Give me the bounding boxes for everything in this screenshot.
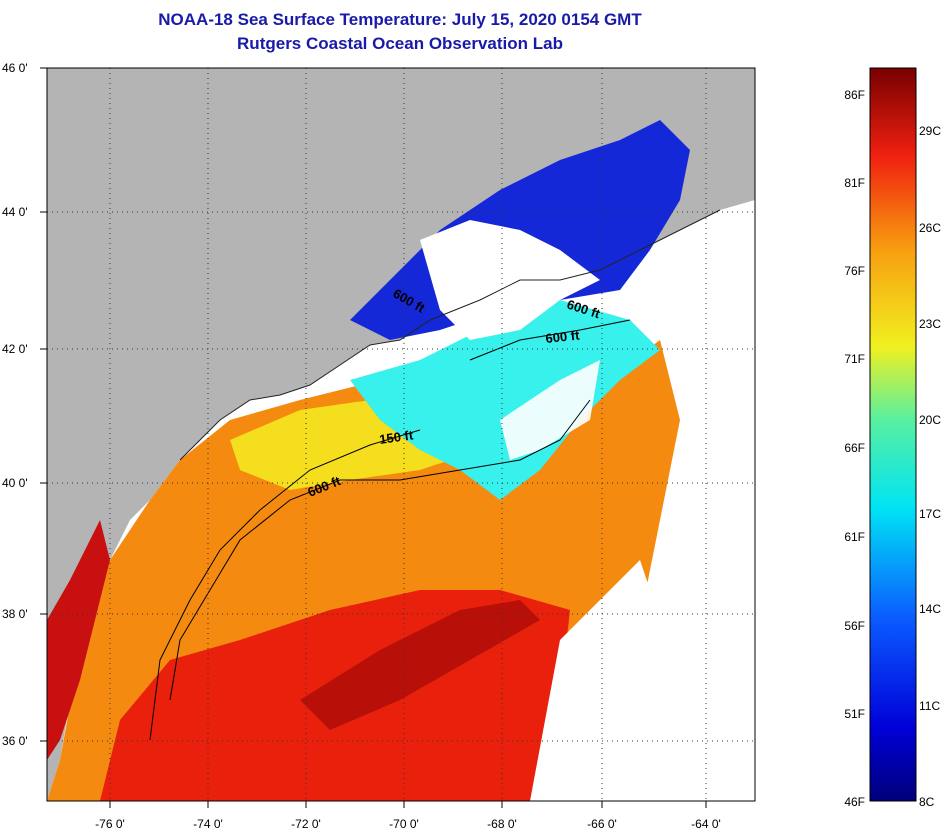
- colorbar-f-61: 61F: [844, 530, 865, 544]
- colorbar-c-14: 14C: [919, 602, 941, 616]
- colorbar-c-17: 17C: [919, 507, 941, 521]
- cloud-region-shelf: [500, 360, 600, 460]
- lat-label-40: 40 0': [2, 476, 28, 490]
- colorbar-c-23: 23C: [919, 317, 941, 331]
- ocean-cyan: [350, 300, 660, 500]
- map-frame: [46, 67, 756, 802]
- lon-label-70: -70 0': [389, 817, 419, 831]
- lon-label-72: -72 0': [291, 817, 321, 831]
- colorbar-c-11: 11C: [919, 699, 940, 713]
- ocean-deepred: [300, 600, 540, 730]
- colorbar-f-86: 86F: [844, 88, 865, 102]
- map-subtitle: Rutgers Coastal Ocean Observation Lab: [237, 34, 563, 53]
- map-title: NOAA-18 Sea Surface Temperature: July 15…: [158, 10, 642, 29]
- contour-label-600ft-c: 600 ft: [545, 327, 581, 346]
- ocean-yellow: [230, 400, 480, 490]
- colorbar-c-8: 8C: [919, 795, 935, 809]
- coastline: [179, 209, 721, 461]
- colorbar-c-20: 20C: [919, 413, 941, 427]
- colorbar: [869, 67, 917, 802]
- tick-marks: [40, 67, 707, 808]
- contour-600ft-shelf: [169, 399, 591, 701]
- lon-label-64: -64 0': [691, 817, 721, 831]
- lon-label-66: -66 0': [587, 817, 617, 831]
- lat-label-46: 46 0': [2, 61, 28, 75]
- colorbar-c-29: 29C: [919, 124, 941, 138]
- lat-label-42: 42 0': [2, 342, 28, 356]
- lat-label-38: 38 0': [2, 607, 28, 621]
- cloud-region-north: [420, 220, 600, 340]
- contour-label-150ft: 150 ft: [378, 427, 414, 447]
- chesapeake-bay: [47, 520, 110, 760]
- lat-label-44: 44 0': [2, 205, 28, 219]
- lon-label-76: -76 0': [95, 817, 125, 831]
- colorbar-f-66: 66F: [844, 441, 865, 455]
- colorbar-f-71: 71F: [844, 352, 865, 366]
- contour-150ft: [149, 429, 421, 741]
- lon-label-74: -74 0': [193, 817, 223, 831]
- lon-label-68: -68 0': [487, 817, 517, 831]
- map-grid: [47, 68, 755, 801]
- map-layers: [47, 68, 755, 801]
- colorbar-c-26: 26C: [919, 221, 941, 235]
- colorbar-f-76: 76F: [844, 264, 865, 278]
- colorbar-f-51: 51F: [844, 707, 865, 721]
- colorbar-f-81: 81F: [844, 176, 865, 190]
- colorbar-f-46: 46F: [844, 795, 865, 809]
- contour-600ft-gulf: [469, 319, 631, 361]
- lat-label-36: 36 0': [2, 734, 28, 748]
- colorbar-f-56: 56F: [844, 619, 865, 633]
